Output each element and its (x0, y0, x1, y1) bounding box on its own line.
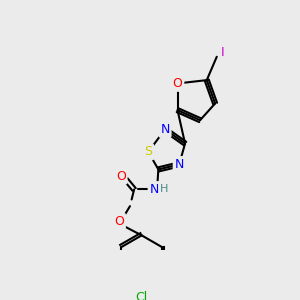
Text: O: O (172, 77, 182, 90)
Text: N: N (175, 158, 184, 171)
Text: O: O (116, 169, 126, 183)
Text: O: O (114, 215, 124, 228)
Text: N: N (149, 183, 159, 196)
Text: S: S (144, 146, 152, 158)
Text: I: I (221, 46, 224, 59)
Text: H: H (160, 184, 168, 194)
Text: N: N (160, 123, 170, 136)
Text: Cl: Cl (136, 291, 148, 300)
